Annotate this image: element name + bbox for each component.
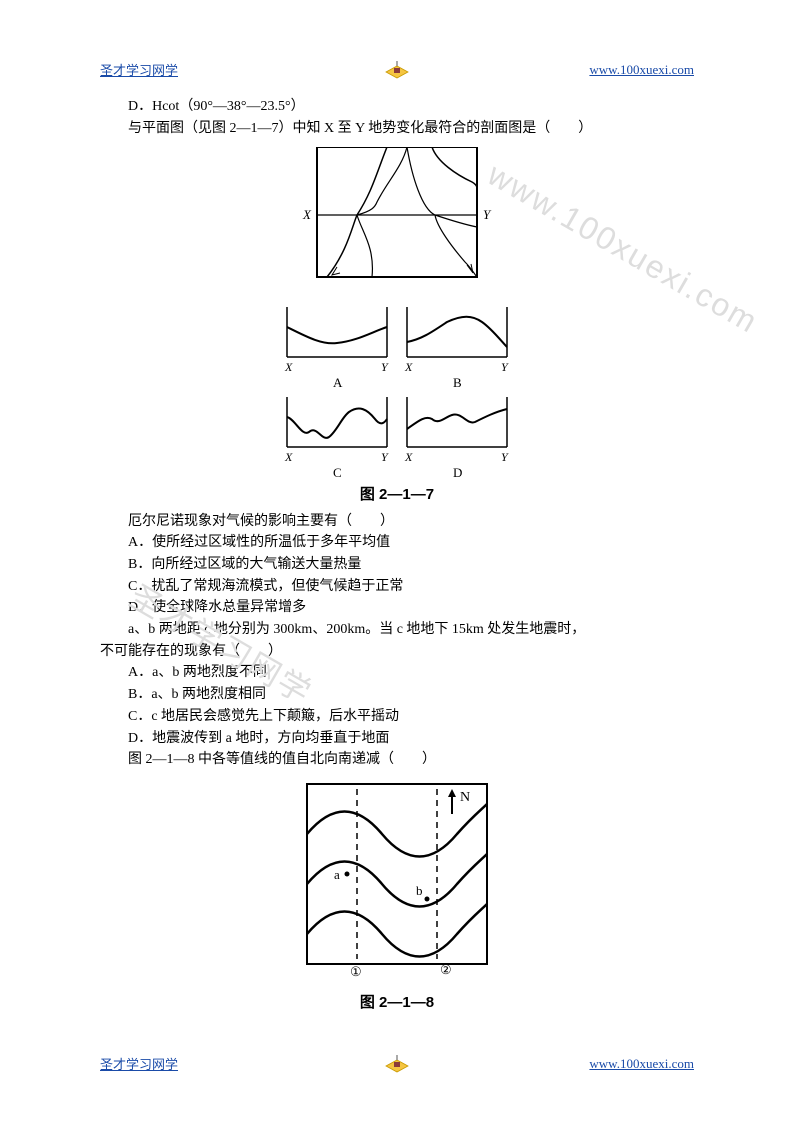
q2-b: B．向所经过区域的大气输送大量热量 bbox=[100, 554, 694, 576]
fig218-n2: ② bbox=[440, 962, 452, 977]
q1-stem: 与平面图（见图 2—1—7）中知 X 至 Y 地势变化最符合的剖面图是（ ） bbox=[100, 118, 694, 140]
svg-text:X: X bbox=[284, 450, 293, 464]
q2-c: C．扰乱了常规海流模式，但使气候趋于正常 bbox=[100, 576, 694, 598]
page-header: 圣才学习网学 www.100xuexi.com bbox=[100, 60, 694, 79]
svg-text:Y: Y bbox=[381, 450, 389, 464]
fig217-a: A bbox=[333, 375, 343, 390]
fig217-x-top: X bbox=[302, 207, 312, 222]
header-url[interactable]: www.100xuexi.com bbox=[589, 62, 694, 78]
fig218-a: a bbox=[334, 867, 340, 882]
footer-url[interactable]: www.100xuexi.com bbox=[589, 1056, 694, 1072]
fig217-d: D bbox=[453, 465, 462, 477]
fig218-n1: ① bbox=[350, 964, 362, 979]
fig217-y-top: Y bbox=[483, 207, 492, 222]
page-footer: 圣才学习网学 www.100xuexi.com bbox=[100, 1054, 694, 1073]
svg-text:X: X bbox=[284, 360, 293, 374]
q2-d: D．使全球降水总量异常增多 bbox=[100, 597, 694, 619]
q3-stem-1: a、b 两地距 c 地分别为 300km、200km。当 c 地地下 15km … bbox=[100, 619, 694, 641]
q3-c: C．c 地居民会感觉先上下颠簸，后水平摇动 bbox=[100, 706, 694, 728]
figure-2-1-8-label: 图 2—1—8 bbox=[100, 991, 694, 1014]
q2-stem: 厄尔尼诺现象对气候的影响主要有（ ） bbox=[100, 511, 694, 533]
q1-option-d: D．Hcot（90°—38°—23.5°） bbox=[100, 96, 694, 118]
header-brand: 圣才学习网学 bbox=[100, 60, 178, 79]
q3-stem-2: 不可能存在的现象有（ ） bbox=[100, 641, 694, 663]
fig218-b: b bbox=[416, 883, 423, 898]
fig218-n: N bbox=[460, 790, 470, 805]
figure-2-1-7-label: 图 2—1—7 bbox=[100, 483, 694, 506]
q3-a: A．a、b 两地烈度不同 bbox=[100, 662, 694, 684]
q3-d: D．地震波传到 a 地时，方向均垂直于地面 bbox=[100, 728, 694, 750]
q2-a: A．使所经过区域性的所温低于多年平均值 bbox=[100, 532, 694, 554]
q4-stem: 图 2—1—8 中各等值线的值自北向南递减（ ） bbox=[100, 749, 694, 771]
fig217-b: B bbox=[453, 375, 462, 390]
svg-text:X: X bbox=[404, 450, 413, 464]
footer-logo-icon bbox=[383, 1052, 411, 1076]
svg-text:Y: Y bbox=[501, 360, 509, 374]
svg-text:X: X bbox=[404, 360, 413, 374]
header-logo-icon bbox=[383, 58, 411, 82]
footer-brand: 圣才学习网学 bbox=[100, 1054, 178, 1073]
page-content: D．Hcot（90°—38°—23.5°） 与平面图（见图 2—1—7）中知 X… bbox=[100, 96, 694, 1014]
svg-text:Y: Y bbox=[381, 360, 389, 374]
fig217-c: C bbox=[333, 465, 342, 477]
q3-b: B．a、b 两地烈度相同 bbox=[100, 684, 694, 706]
svg-text:Y: Y bbox=[501, 450, 509, 464]
figure-2-1-8: N a b ① ② 图 2—1—8 bbox=[100, 779, 694, 1014]
figure-2-1-7: X Y X Y bbox=[100, 147, 694, 506]
